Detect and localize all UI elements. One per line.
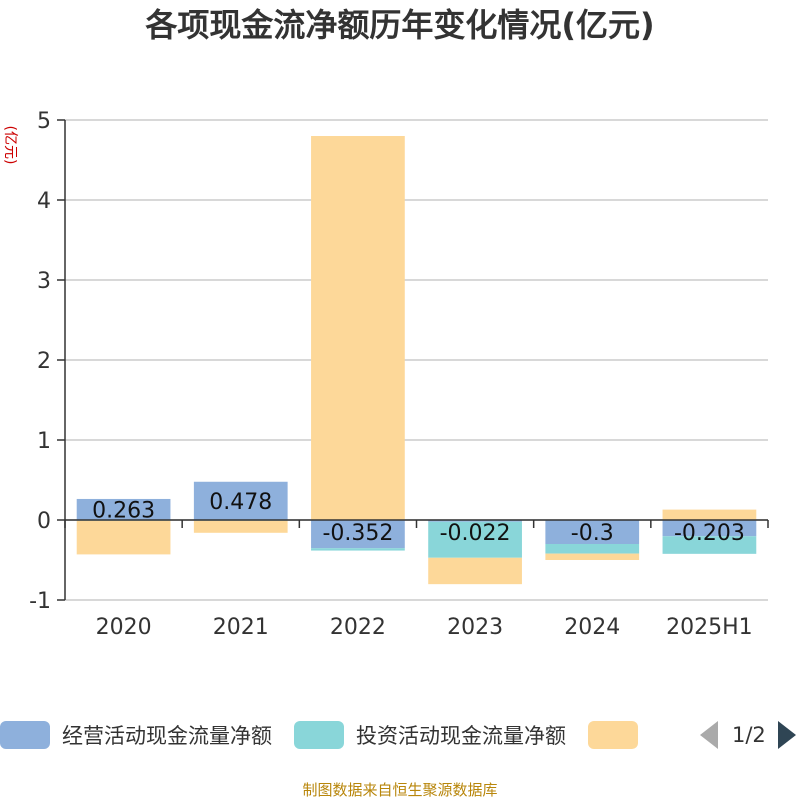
- bar-1-2021[interactable]: [193, 481, 288, 520]
- y-tick-label: 0: [37, 509, 51, 534]
- y-axis-unit-label: (亿元): [2, 126, 18, 165]
- legend: 经营活动现金流量净额 投资活动现金流量净额: [0, 718, 672, 752]
- x-tick-label: 2024: [564, 615, 620, 640]
- y-tick-label: 1: [37, 429, 51, 454]
- bar-1-2022[interactable]: [311, 520, 405, 549]
- legend-label-operating: 经营活动现金流量净额: [62, 724, 272, 748]
- bar-3-2025H1[interactable]: [662, 509, 757, 520]
- x-tick-label: 2025H1: [666, 615, 753, 640]
- bar-3-2024[interactable]: [545, 553, 640, 560]
- data-label: -0.203: [674, 521, 745, 546]
- legend-swatch-third: [588, 721, 638, 749]
- x-tick-label: 2020: [96, 615, 152, 640]
- bar-2-2022[interactable]: [311, 548, 405, 551]
- bar-1-2023[interactable]: [428, 520, 522, 522]
- y-tick-label: 4: [37, 189, 51, 214]
- y-tick-label: 2: [37, 349, 51, 374]
- legend-item-third[interactable]: [588, 721, 650, 749]
- bar-3-2022[interactable]: [311, 136, 405, 520]
- legend-item-operating[interactable]: 经营活动现金流量净额: [0, 720, 272, 750]
- data-source-note: 制图数据来自恒生聚源数据库: [302, 781, 498, 799]
- data-label: 0.478: [209, 490, 272, 515]
- x-tick-label: 2023: [447, 615, 503, 640]
- bar-3-2023[interactable]: [428, 557, 522, 585]
- y-tick-label: 3: [37, 269, 51, 294]
- legend-label-investing: 投资活动现金流量净额: [356, 724, 566, 748]
- data-label: -0.022: [440, 521, 511, 546]
- bar-3-2021[interactable]: [193, 520, 288, 533]
- chevron-right-icon[interactable]: [777, 721, 796, 749]
- chart-title: 各项现金流净额历年变化情况(亿元): [145, 6, 654, 44]
- legend-item-investing[interactable]: 投资活动现金流量净额: [294, 720, 566, 750]
- legend-pager: 1/2: [700, 718, 796, 752]
- legend-swatch-investing: [294, 721, 344, 749]
- bar-2-2025H1[interactable]: [662, 536, 757, 554]
- data-label: 0.263: [92, 498, 155, 523]
- data-label: -0.3: [571, 521, 614, 546]
- bar-1-2025H1[interactable]: [662, 520, 757, 537]
- bar-3-2020[interactable]: [76, 520, 171, 555]
- bar-1-2024[interactable]: [545, 520, 640, 544]
- bar-1-2020[interactable]: [76, 498, 171, 520]
- legend-swatch-operating: [0, 721, 50, 749]
- bar-2-2023[interactable]: [428, 521, 522, 558]
- legend-page-indicator: 1/2: [732, 723, 766, 747]
- y-tick-label: -1: [29, 589, 51, 614]
- y-tick-label: 5: [37, 109, 51, 134]
- x-tick-label: 2022: [330, 615, 386, 640]
- chevron-left-icon[interactable]: [700, 721, 718, 749]
- bar-2-2024[interactable]: [545, 544, 640, 554]
- x-tick-label: 2021: [213, 615, 269, 640]
- data-label: -0.352: [322, 521, 393, 546]
